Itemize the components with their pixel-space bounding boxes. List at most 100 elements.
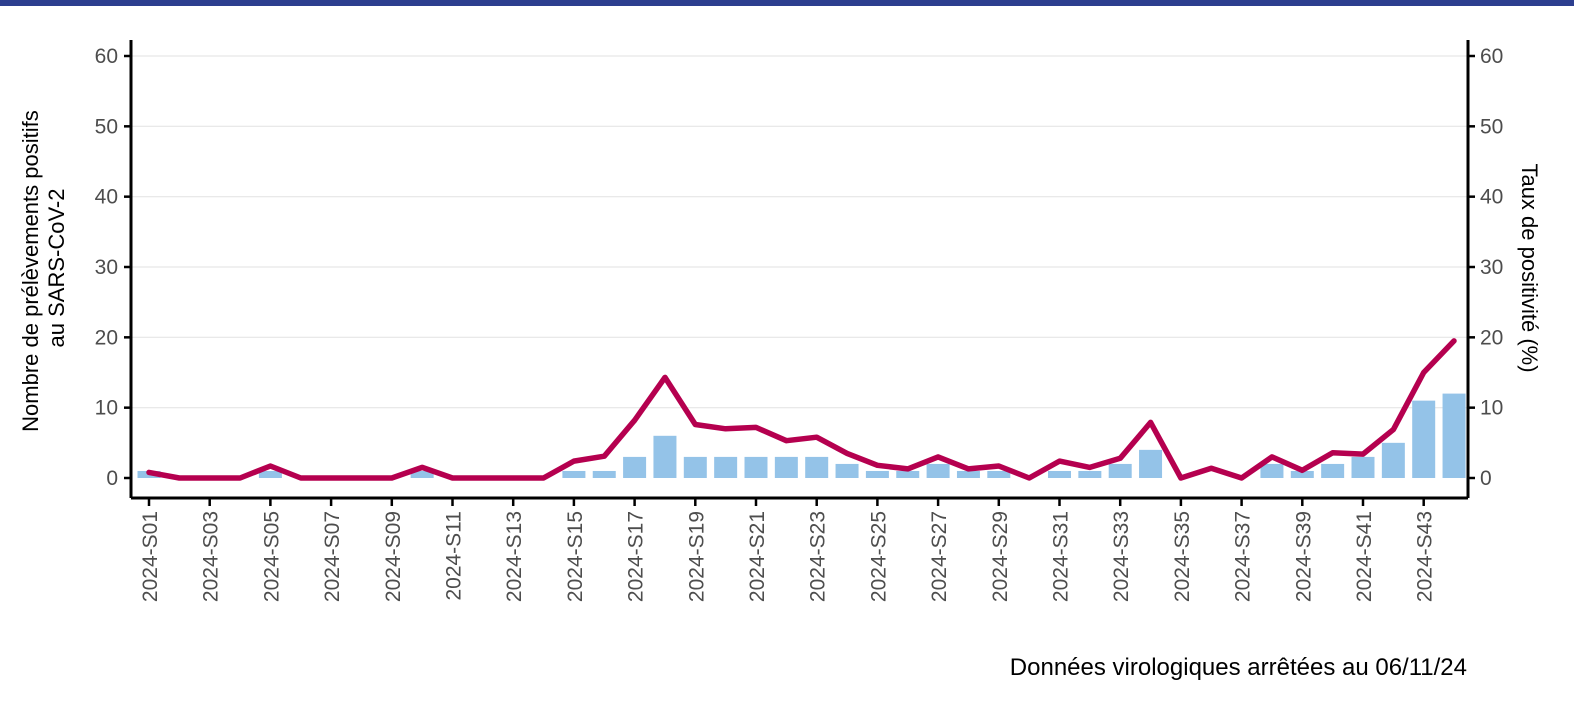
bar [956,470,980,478]
y-axis-title-left: Nombre de prélèvements positifs au SARS-… [18,104,69,432]
bar [1412,400,1436,478]
y-tick-label-left: 20 [95,326,118,349]
y-tick-label-left: 30 [95,256,118,279]
line-point [694,424,696,426]
line-point [1089,466,1091,468]
y-tick-label-right: 60 [1480,45,1503,68]
line-point [1180,477,1182,479]
line-path [146,338,1457,481]
bar [835,463,859,478]
line-point [1119,457,1121,459]
x-tick-label: 2024-S27 [928,511,951,602]
line-point [876,464,878,466]
bar [623,456,647,478]
bar [1351,456,1375,478]
line-point [1362,453,1364,455]
axes [124,40,1475,506]
bar [926,463,950,478]
y-tick-label-right: 50 [1480,115,1503,138]
bar [562,470,586,478]
line-point [239,477,241,479]
x-tick-label: 2024-S21 [746,511,769,602]
x-tick-label: 2024-S17 [625,511,648,602]
line-point [1392,428,1394,430]
line-point [1150,421,1152,423]
bar [592,470,616,478]
line-point [937,456,939,458]
bar [987,470,1011,478]
line-point [148,471,150,473]
line-point [1210,467,1212,469]
line-point [330,477,332,479]
bar [1321,463,1345,478]
x-tick-label: 2024-S07 [321,511,344,602]
bar [1139,449,1163,478]
x-tick-label: 2024-S01 [139,511,162,602]
x-tick-label: 2024-S13 [503,511,526,602]
line-point [634,419,636,421]
y-tick-label-right: 30 [1480,256,1503,279]
bar [683,456,707,478]
line-point [512,477,514,479]
line-point [998,465,1000,467]
line-point [1453,340,1455,342]
y-tick-label-left: 10 [95,397,118,420]
x-tick-label: 2024-S15 [564,511,587,602]
y-tick-label-right: 10 [1480,397,1503,420]
bar-series [137,393,1466,478]
y-axis-title-right: Taux de positivité (%) [1517,163,1542,372]
bar [1442,393,1466,478]
x-tick-label: 2024-S43 [1414,511,1437,602]
y-tick-label-left: 40 [95,186,118,209]
x-tick-label: 2024-S03 [200,511,223,602]
bar [1381,442,1405,478]
x-tick-label: 2024-S19 [685,511,708,602]
line-point [725,428,727,430]
bar [1078,470,1102,478]
bar [410,470,434,478]
line-point [785,440,787,442]
y-axis-title-left-line-1: Nombre de prélèvements positifs [18,110,43,432]
line-point [1028,477,1030,479]
x-tick-label: 2024-S09 [382,511,405,602]
bar [744,456,768,478]
x-tick-label: 2024-S33 [1110,511,1133,602]
x-tick-label: 2024-S41 [1353,511,1376,602]
x-tick-label: 2024-S35 [1171,511,1194,602]
line-point [755,426,757,428]
bar [896,470,920,478]
line-point [543,477,545,479]
line-point [664,376,666,378]
y-tick-label-left: 60 [95,45,118,68]
bar [865,470,889,478]
line-point [1271,456,1273,458]
y-tick-label-right: 40 [1480,186,1503,209]
bar [805,456,829,478]
line-point [1423,372,1425,373]
bar [714,456,738,478]
line-point [452,477,453,479]
x-tick-label: 2024-S05 [260,511,283,602]
line-point [816,436,818,438]
line-point [967,468,969,470]
line-point [269,465,271,467]
gridlines [131,55,1468,409]
x-tick-label: 2024-S39 [1292,511,1315,602]
bar [258,470,282,478]
x-tick-label: 2024-S31 [1050,511,1073,602]
bar [1290,470,1314,478]
bar [1048,470,1071,478]
line-point [300,477,302,479]
line-point [360,477,362,479]
line-point [482,477,484,479]
bar [1108,463,1132,478]
line-point [603,455,605,457]
bar [653,435,677,478]
x-tick-label: 2024-S23 [807,511,830,602]
header-strip [0,0,1574,6]
data-caption: Données virologiques arrêtées au 06/11/2… [1010,654,1467,681]
x-tick-label: 2024-S37 [1232,511,1255,602]
x-tick-label: 2024-S11 [443,511,466,601]
x-tick-label: 2024-S29 [989,511,1012,602]
line-point [209,477,211,479]
